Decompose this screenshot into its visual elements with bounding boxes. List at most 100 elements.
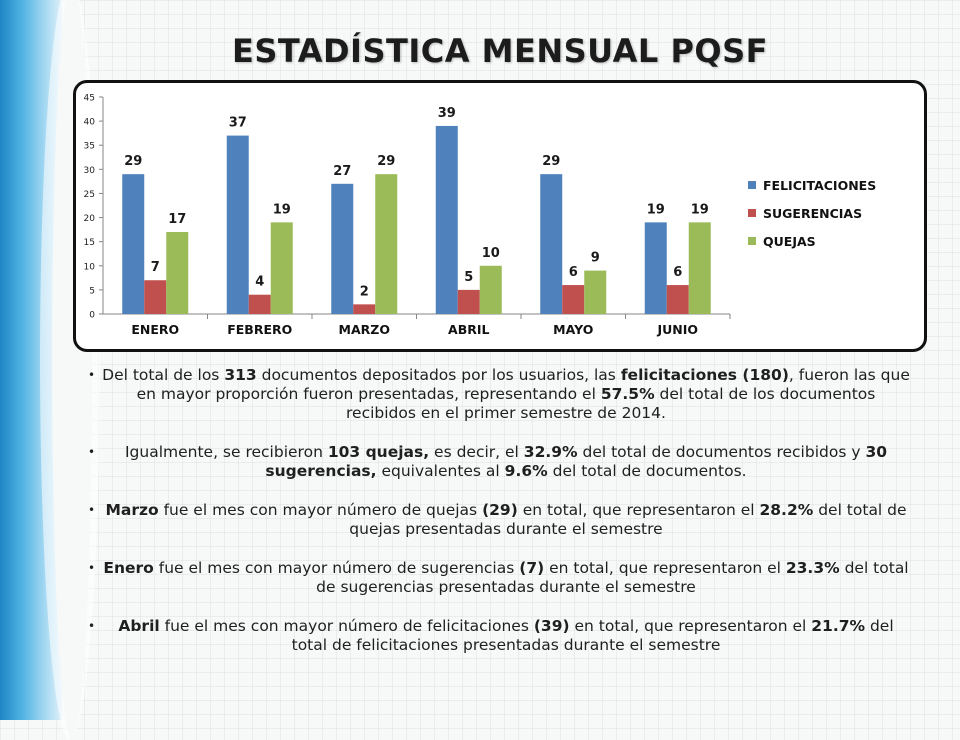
bullet-text-part: fue el mes con mayor número de felicitac… xyxy=(159,617,534,635)
legend-label: QUEJAS xyxy=(763,234,816,249)
x-tick-label: FEBRERO xyxy=(227,322,292,337)
bar-sugerencias xyxy=(457,289,480,314)
data-label: 6 xyxy=(673,265,682,280)
bullet-text-part: Del total de los xyxy=(102,366,225,384)
bar-sugerencias xyxy=(144,280,167,314)
bar-quejas xyxy=(479,265,502,314)
bullet-text-part: felicitaciones (180) xyxy=(620,366,789,384)
bullet-text-part: en total, que representaron el xyxy=(544,559,786,577)
legend-swatch xyxy=(748,181,756,189)
bullet-text-part: del total de felicitaciones presentadas … xyxy=(291,617,894,654)
bullet-item: • Enero fue el mes con mayor número de su… xyxy=(80,559,920,597)
bullet-text-part: en total, que representaron el xyxy=(517,501,760,519)
bullet-text-part: 57.5% xyxy=(600,385,655,403)
bullet-text-part: Abril xyxy=(118,617,160,635)
data-label: 6 xyxy=(569,265,578,280)
bullet-text-part: equivalentes al xyxy=(376,462,505,480)
bullet-text-part: del total de quejas presentadas durante … xyxy=(349,501,907,538)
bar-felicitaciones xyxy=(331,183,354,314)
bullet-marker: • xyxy=(88,619,96,633)
legend-label: SUGERENCIAS xyxy=(763,206,862,221)
bullet-text-part: (29) xyxy=(482,501,518,519)
bullet-text-part: del total de sugerencias presentadas dur… xyxy=(316,559,909,596)
bar-quejas xyxy=(270,222,293,314)
bullet-text-part: (7) xyxy=(519,559,545,577)
bullet-text-part: 23.3% xyxy=(785,559,840,577)
x-tick-label: ENERO xyxy=(131,322,179,337)
bullet-text-part: del total de documentos recibidos y xyxy=(577,443,866,461)
bullet-marker: • xyxy=(88,445,96,459)
bullet-item: • Abril fue el mes con mayor número de fe… xyxy=(80,617,920,655)
bullet-text-part: 32.9% xyxy=(523,443,578,461)
bar-quejas xyxy=(688,222,711,314)
x-tick-label: ABRIL xyxy=(448,322,489,337)
y-tick-label: 45 xyxy=(84,94,95,104)
bar-sugerencias xyxy=(353,304,376,314)
bullet-item: • Marzo fue el mes con mayor número de qu… xyxy=(80,501,920,539)
y-tick-label: 35 xyxy=(84,142,95,152)
bullet-text-part: Enero xyxy=(103,559,154,577)
y-tick-label: 0 xyxy=(89,311,95,321)
bullet-text-part: Marzo xyxy=(105,501,159,519)
bar-sugerencias xyxy=(248,294,271,314)
bullet-text-part: 28.2% xyxy=(759,501,814,519)
data-label: 7 xyxy=(151,260,160,275)
data-label: 37 xyxy=(229,116,247,131)
data-label: 27 xyxy=(333,164,351,179)
data-label: 2 xyxy=(360,284,369,299)
bullet-text-part: del total de los documentos recibidos en… xyxy=(346,385,876,422)
data-label: 9 xyxy=(591,251,600,266)
bullet-text-part: fue el mes con mayor número de sugerenci… xyxy=(153,559,520,577)
x-tick-label: JUNIO xyxy=(656,322,698,337)
bullet-text-part: 21.7% xyxy=(811,617,866,635)
bullet-text-part: 30 sugerencias, xyxy=(265,443,888,480)
bar-quejas xyxy=(166,232,189,314)
legend-swatch xyxy=(748,237,756,245)
bullet-text-part: fue el mes con mayor número de quejas xyxy=(158,501,483,519)
bullet-text-part: , fueron las que en mayor proporción fue… xyxy=(136,366,910,403)
bar-felicitaciones xyxy=(122,174,145,314)
y-tick-label: 25 xyxy=(84,190,95,200)
x-tick-label: MAYO xyxy=(553,322,593,337)
bar-sugerencias xyxy=(562,285,585,314)
data-label: 29 xyxy=(124,154,142,169)
bullet-text-part: 313 xyxy=(224,366,257,384)
bullet-text-part: 9.6% xyxy=(504,462,548,480)
bullet-text-part: del total de documentos. xyxy=(547,462,747,480)
y-tick-label: 40 xyxy=(84,118,96,128)
data-label: 29 xyxy=(377,154,395,169)
bar-felicitaciones xyxy=(226,135,249,314)
bullet-text-part: 103 quejas, xyxy=(327,443,430,461)
x-tick-label: MARZO xyxy=(339,322,390,337)
bar-felicitaciones xyxy=(435,125,458,314)
data-label: 5 xyxy=(464,270,473,285)
data-label: 39 xyxy=(438,106,456,121)
legend-swatch xyxy=(748,209,756,217)
bullet-text-part: Igualmente, se recibieron xyxy=(124,443,328,461)
legend-label: FELICITACIONES xyxy=(763,178,876,193)
data-label: 19 xyxy=(273,202,291,217)
bar-felicitaciones xyxy=(540,174,563,314)
bar-quejas xyxy=(375,174,398,314)
bullet-marker: • xyxy=(88,561,96,575)
data-label: 17 xyxy=(168,212,186,227)
slide-title: ESTADÍSTICA MENSUAL PQSF xyxy=(231,32,769,70)
y-tick-label: 5 xyxy=(89,286,95,296)
y-tick-label: 30 xyxy=(84,166,96,176)
data-label: 19 xyxy=(691,202,709,217)
bullet-text-part: en total, que representaron el xyxy=(569,617,812,635)
bullet-list: • Del total de los 313 documentos deposit… xyxy=(80,366,920,675)
bullet-text-part: es decir, el xyxy=(429,443,524,461)
bullet-text-part: documentos depositados por los usuarios,… xyxy=(256,366,621,384)
bullet-item: • Igualmente, se recibieron 103 quejas, e… xyxy=(80,443,920,481)
chart-container: 0 5 10 15 20 25 30 35 40 45 ENERO FEBRERO MARZO ABRIL… xyxy=(73,80,927,352)
data-label: 10 xyxy=(482,246,500,261)
data-label: 4 xyxy=(255,275,264,290)
bullet-marker: • xyxy=(88,503,96,517)
bullet-text-part: (39) xyxy=(533,617,570,635)
y-tick-label: 20 xyxy=(84,214,96,224)
bullet-item: • Del total de los 313 documentos deposit… xyxy=(80,366,920,423)
bullet-marker: • xyxy=(88,368,96,382)
bar-sugerencias xyxy=(666,285,689,314)
